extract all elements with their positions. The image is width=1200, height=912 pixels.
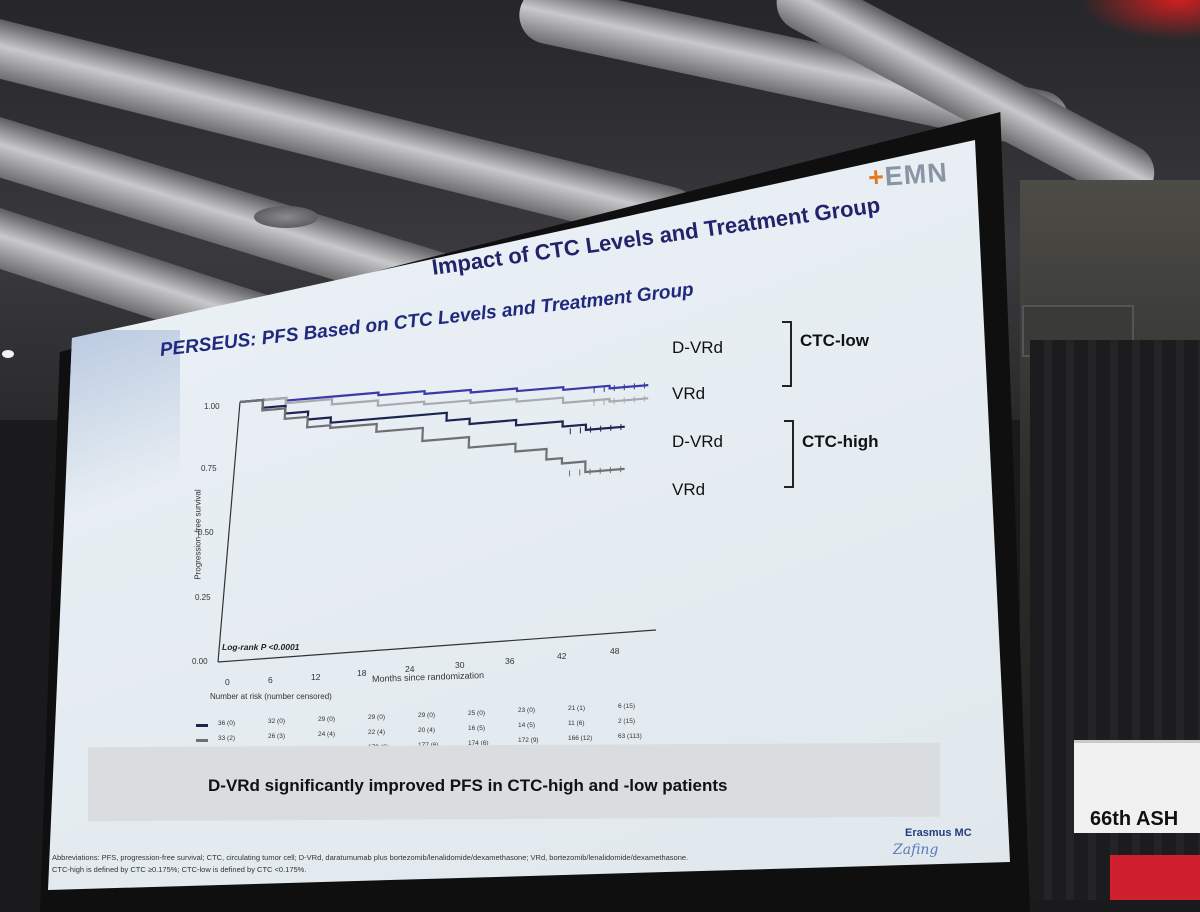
risk-table-cell: 63 (113) <box>618 733 642 741</box>
risk-table-cell: 25 (0) <box>468 709 485 717</box>
label-vrd-high: VRd <box>672 480 706 499</box>
risk-table-cell: 174 (6) <box>468 739 489 747</box>
x-tick-label: 48 <box>610 646 620 656</box>
x-tick-label: 18 <box>357 668 367 678</box>
slide-accent <box>60 330 180 560</box>
x-tick-label: 30 <box>455 660 465 670</box>
risk-table-cell: 166 (12) <box>568 735 593 743</box>
risk-row-swatch <box>196 739 208 742</box>
x-tick-label: 42 <box>557 651 567 661</box>
erasmus-signature: Zafing <box>893 842 939 858</box>
erasmus-logo: Erasmus MC <box>905 827 972 839</box>
risk-table-cell: 16 (5) <box>468 724 485 732</box>
km-curve-ctc-low-vrd <box>239 396 649 407</box>
y-axis-line <box>217 401 241 663</box>
risk-table-cell: 33 (2) <box>218 735 235 742</box>
ash-banner-text: 66th ASH <box>1090 808 1179 830</box>
x-tick-label: 24 <box>405 664 415 674</box>
y-tick-label: 1.00 <box>204 402 220 411</box>
km-curve-ctc-low-d-vrd <box>239 384 649 404</box>
y-tick-label: 0.00 <box>192 657 208 666</box>
y-tick-label: 0.25 <box>195 593 211 602</box>
group-label-ctc-low: CTC-low <box>800 331 869 350</box>
ceiling-light <box>2 350 14 358</box>
risk-table-cell: 14 (5) <box>518 722 535 730</box>
label-dvrd-low: D-VRd <box>672 338 724 357</box>
x-axis-line <box>217 629 657 663</box>
y-tick-label: 0.50 <box>198 528 214 537</box>
footnote: Abbreviations: PFS, progression-free sur… <box>52 852 812 876</box>
x-tick-label: 0 <box>225 677 230 687</box>
risk-table-cell: 21 (1) <box>568 705 585 713</box>
ceiling-speaker <box>254 206 318 228</box>
risk-table-cell: 2 (15) <box>618 718 635 726</box>
risk-table-cell: 32 (0) <box>268 717 285 725</box>
group-label-ctc-high: CTC-high <box>802 432 879 451</box>
bracket-ctc-high <box>784 420 794 488</box>
bracket-ctc-low <box>782 321 792 387</box>
footnote-line: CTC-high is defined by CTC ≥0.175%; CTC-… <box>52 865 307 874</box>
x-tick-label: 6 <box>268 675 273 685</box>
risk-table-title: Number at risk (number censored) <box>210 692 332 701</box>
risk-table-cell: 172 (9) <box>518 737 539 745</box>
risk-table-cell: 29 (0) <box>418 711 435 719</box>
stage-light <box>1080 0 1200 40</box>
risk-table-cell: 23 (0) <box>518 707 535 715</box>
risk-table-cell: 11 (6) <box>568 720 585 728</box>
x-tick-label: 36 <box>505 656 515 666</box>
km-curve-ctc-high-vrd <box>239 398 625 474</box>
ash-banner <box>1074 740 1200 833</box>
risk-table-cell: 29 (0) <box>318 715 335 723</box>
label-dvrd-high: D-VRd <box>672 432 724 451</box>
label-vrd-low: VRd <box>672 384 706 403</box>
risk-table-cell: 24 (4) <box>318 730 335 738</box>
footnote-line: Abbreviations: PFS, progression-free sur… <box>52 853 689 862</box>
risk-table-cell: 6 (15) <box>618 703 635 711</box>
risk-table-cell: 36 (0) <box>218 720 235 727</box>
risk-table-cell: 26 (3) <box>268 732 285 740</box>
takeaway-text: D-VRd significantly improved PFS in CTC-… <box>208 776 728 795</box>
log-rank-annotation: Log-rank P <0.0001 <box>222 642 300 652</box>
risk-table-cell: 29 (0) <box>368 713 385 721</box>
risk-table-cell: 22 (4) <box>368 728 385 736</box>
x-tick-label: 12 <box>311 672 321 682</box>
ash-banner-accent <box>1110 855 1200 900</box>
risk-table-cell: 20 (4) <box>418 726 435 734</box>
y-tick-label: 0.75 <box>201 464 217 473</box>
risk-row-swatch <box>196 724 208 727</box>
